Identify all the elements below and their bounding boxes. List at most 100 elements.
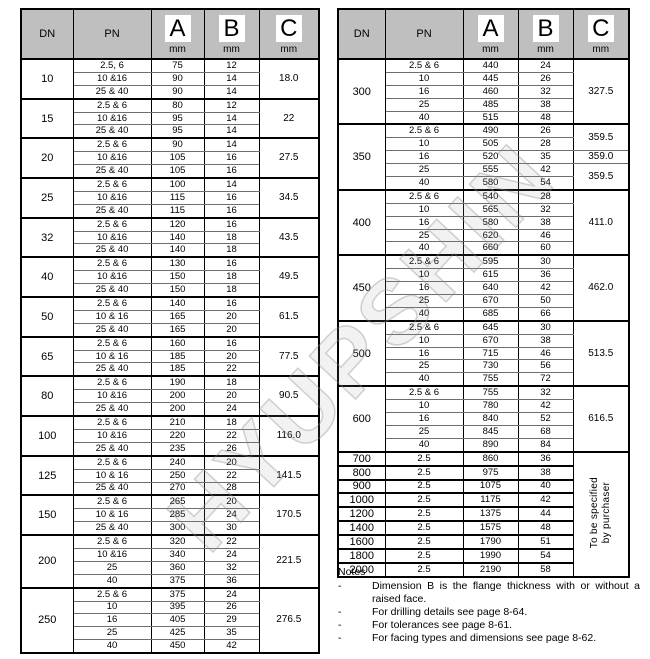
a-cell: 620 <box>462 228 519 243</box>
a-cell: 440 <box>462 57 519 73</box>
pn-cell: 25 & 40 <box>72 322 152 338</box>
pn-cell: 40 <box>384 241 464 256</box>
b-cell: 30 <box>517 319 574 335</box>
b-cell: 26 <box>517 123 574 139</box>
c-cell: 359.5 <box>572 123 630 152</box>
a-cell: 645 <box>462 319 519 335</box>
pn-cell: 2.5, 6 <box>72 57 152 73</box>
a-cell: 1075 <box>462 478 519 494</box>
note-item: - For tolerances see page 8-61. <box>338 619 640 632</box>
pn-cell: 40 <box>384 110 464 125</box>
notes-section: Notes - Dimension B is the flange thickne… <box>338 566 640 645</box>
b-cell: 72 <box>517 372 574 387</box>
pn-cell: 10 <box>384 268 464 283</box>
dimension-letter-a: A <box>477 14 504 42</box>
table-row: 65 2.5 & 6 160 16 77.5 <box>20 335 320 377</box>
a-cell: 505 <box>462 137 519 152</box>
column-header-pn: PN <box>72 8 152 60</box>
b-cell: 14 <box>203 71 260 86</box>
b-cell: 58 <box>517 561 574 578</box>
pn-cell: 10 &16 <box>72 428 152 443</box>
b-cell: 35 <box>203 626 260 641</box>
pn-cell: 10 <box>384 137 464 152</box>
pn-cell: 2.5 & 6 <box>72 586 152 602</box>
pn-cell: 25 <box>384 424 464 439</box>
b-cell: 29 <box>203 613 260 628</box>
pn-cell: 10 & 16 <box>72 349 152 364</box>
pn-cell: 40 <box>72 639 152 654</box>
a-cell: 320 <box>150 534 205 549</box>
dn-cell: 1200 <box>337 506 386 522</box>
pn-cell: 2.5 <box>384 534 464 550</box>
b-cell: 16 <box>203 203 260 219</box>
note-text: For facing types and dimensions see page… <box>372 632 597 644</box>
b-cell: 40 <box>517 478 574 494</box>
c-cell: 616.5 <box>572 385 630 453</box>
table-row: 400 2.5 & 6 540 28 411.0 <box>337 188 630 256</box>
a-cell: 300 <box>150 521 205 536</box>
table-row: 25 & 40 140 18 <box>21 243 319 258</box>
notes-title: Notes <box>338 566 366 578</box>
pn-cell: 25 & 40 <box>72 362 152 377</box>
a-cell: 615 <box>462 268 519 283</box>
c-cell: 170.5 <box>258 494 320 536</box>
table-row: 40 890 84 <box>338 437 629 453</box>
a-cell: 140 <box>150 243 205 258</box>
pn-cell: 16 <box>384 412 464 426</box>
pn-cell: 2.5 & 6 <box>72 97 152 113</box>
table-body: 300 2.5 & 6 440 24 327.5 10 445 26 16 460 32 25 485 3… <box>337 57 630 578</box>
pn-cell: 10 <box>384 399 464 414</box>
b-cell: 14 <box>203 111 260 126</box>
a-cell: 975 <box>462 464 519 480</box>
pn-cell: 2.5 & 6 <box>384 57 464 73</box>
a-cell: 730 <box>462 359 519 374</box>
table-row: 16 715 46 <box>338 346 629 361</box>
pn-cell: 2.5 <box>384 478 464 494</box>
note-text: For tolerances see page 8-61. <box>372 619 513 631</box>
a-cell: 340 <box>150 547 205 562</box>
b-cell: 30 <box>517 254 574 270</box>
pn-cell: 2.5 <box>384 450 464 467</box>
a-cell: 220 <box>150 428 205 443</box>
pn-cell: 10 &16 <box>72 151 152 166</box>
b-cell: 36 <box>517 268 574 283</box>
a-cell: 860 <box>462 450 519 467</box>
pn-cell: 2.5 <box>384 464 464 480</box>
b-cell: 48 <box>517 520 574 536</box>
a-cell: 200 <box>150 402 205 417</box>
table-row: 100 2.5 & 6 210 18 116.0 <box>20 415 320 457</box>
dimension-letter-c: C <box>587 14 614 42</box>
b-cell: 24 <box>203 586 260 602</box>
note-item: - Dimension B is the flange thickness wit… <box>338 580 640 606</box>
table-row: 40 2.5 & 6 130 16 49.5 <box>20 256 320 298</box>
pn-cell: 25 & 40 <box>72 164 152 179</box>
a-cell: 165 <box>150 309 205 324</box>
pn-cell: 40 <box>384 372 464 387</box>
dn-cell: 150 <box>20 494 74 536</box>
pn-cell: 25 <box>384 359 464 374</box>
pn-cell: 25 & 40 <box>72 481 152 496</box>
pn-cell: 25 & 40 <box>72 283 152 298</box>
a-cell: 90 <box>150 71 205 86</box>
b-cell: 16 <box>203 296 260 311</box>
a-cell: 160 <box>150 335 205 351</box>
pn-cell: 10 &16 <box>72 547 152 562</box>
a-cell: 640 <box>462 281 519 296</box>
table-row: 1800 2.5 1990 54 <box>337 547 629 564</box>
b-cell: 20 <box>203 454 260 470</box>
pn-cell: 40 <box>72 573 152 589</box>
b-cell: 20 <box>203 309 260 324</box>
table-row: 50 2.5 & 6 140 16 61.5 <box>20 296 320 338</box>
b-cell: 16 <box>203 216 260 232</box>
dn-cell: 600 <box>337 385 386 453</box>
a-cell: 140 <box>150 230 205 245</box>
note-text: Dimension B is the flange thickness with… <box>372 580 640 605</box>
b-cell: 35 <box>517 150 574 165</box>
table-body: 10 2.5, 6 75 12 18.0 10 &16 90 14 25 & 40 90 14 15 2… <box>20 57 320 654</box>
c-cell: 221.5 <box>258 534 320 589</box>
pn-cell: 10 <box>72 600 152 615</box>
dn-cell: 32 <box>20 216 74 258</box>
